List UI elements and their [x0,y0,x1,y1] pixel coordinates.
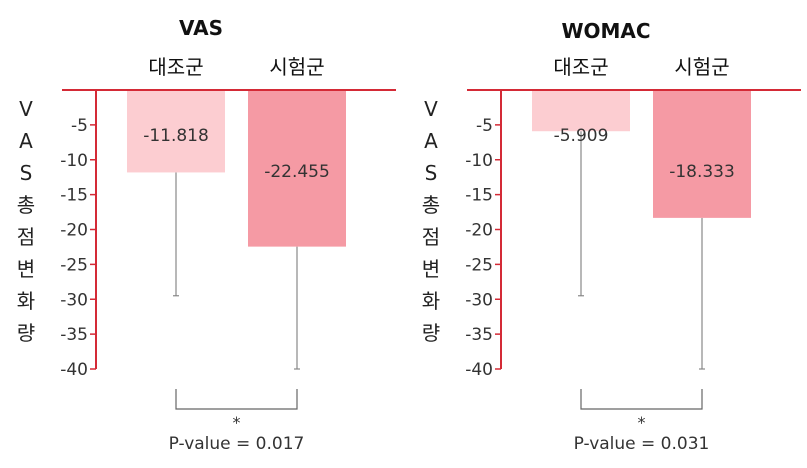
y-axis-label-char: 량 [17,321,35,345]
y-axis-label-char: A [19,129,33,153]
significance-bracket [580,389,703,410]
y-tick-label: -30 [60,290,88,310]
y-axis-label-char: V [424,97,438,121]
bar-value-label: -11.818 [143,126,209,146]
bar-test [653,90,751,218]
y-tick-label: -10 [465,151,493,171]
y-axis-label-char: A [424,129,438,153]
chart-title: WOMAC [561,19,650,43]
bar-value-label: -5.909 [554,126,609,146]
y-tick-label: -10 [60,151,88,171]
y-axis-label-char: 총 [17,193,35,217]
significance-marker: * [233,413,241,432]
y-axis-label-char: 화 [422,289,440,313]
y-tick-label: -20 [60,221,88,241]
bar-control [532,90,630,132]
y-axis-label-char: 변 [17,257,35,281]
y-tick-label: -35 [465,325,493,345]
y-axis-label-char: 점 [17,225,35,249]
category-label: 시험군 [674,55,729,79]
p-value-label: P-value = 0.017 [169,434,305,454]
y-axis-label-char: 화 [17,289,35,313]
y-axis-label-char: 변 [422,257,440,281]
category-label: 대조군 [148,55,203,79]
bar-value-label: -22.455 [264,162,330,182]
bar-value-label: -18.333 [669,162,735,182]
p-value-label: P-value = 0.031 [574,434,710,454]
y-axis-label-char: S [20,161,33,185]
y-tick-label: -25 [465,255,493,275]
category-label: 시험군 [269,55,324,79]
y-axis-label-char: 점 [422,225,440,249]
bar-test [248,90,346,247]
y-tick-label: -40 [60,360,88,380]
bar-control [127,90,225,173]
chart-title: VAS [179,16,223,40]
y-tick-label: -15 [465,186,493,206]
y-tick-label: -5 [476,116,493,136]
y-axis-label-char: V [19,97,33,121]
category-label: 대조군 [553,55,608,79]
y-axis-label-char: 량 [422,321,440,345]
y-tick-label: -30 [465,290,493,310]
y-tick-label: -20 [465,221,493,241]
significance-marker: * [638,413,646,432]
y-tick-label: -15 [60,186,88,206]
y-tick-label: -5 [71,116,88,136]
y-tick-label: -35 [60,325,88,345]
y-tick-label: -25 [60,255,88,275]
significance-bracket [175,389,298,410]
chart-vas: VASVAS총점변화량-11.818대조군-22.455시험군-5-10-15-… [17,16,396,454]
y-axis-label-char: S [425,161,438,185]
y-axis-label-char: 총 [422,193,440,217]
y-tick-label: -40 [465,360,493,380]
